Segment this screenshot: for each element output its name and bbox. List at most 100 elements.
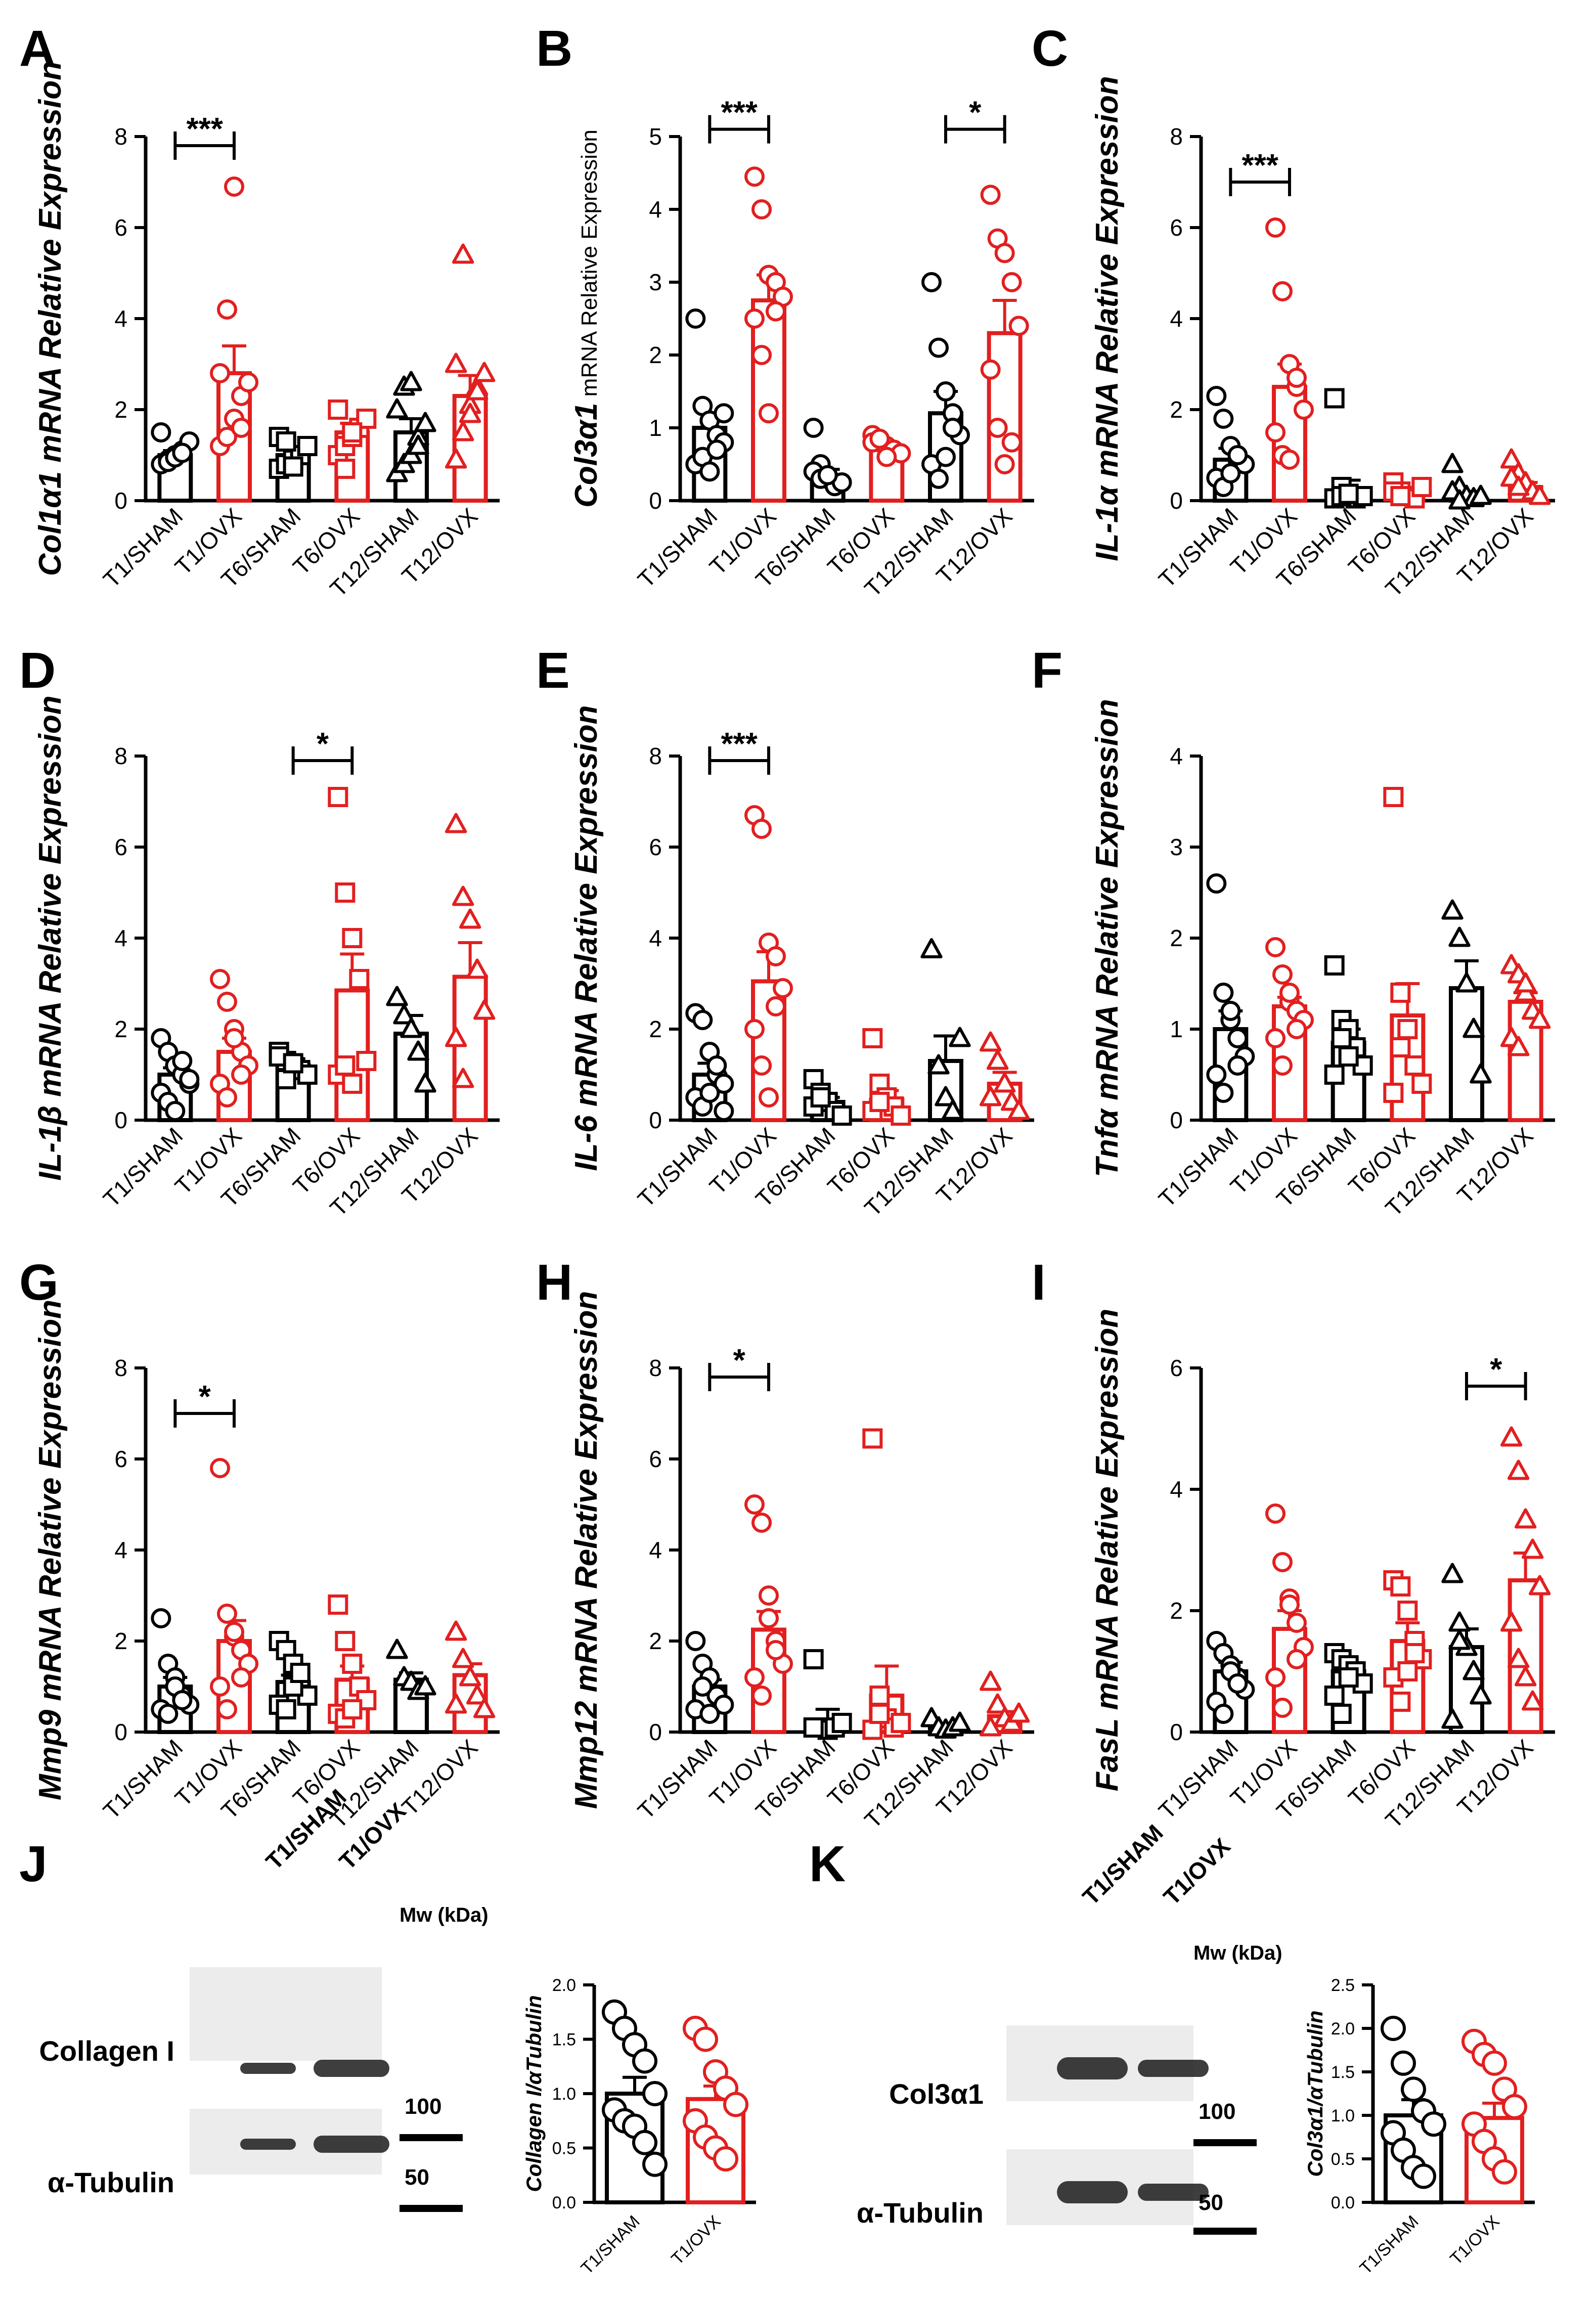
data-point-circle (151, 422, 171, 442)
data-point-circle (714, 403, 734, 424)
data-point-triangle (466, 380, 489, 401)
significance-label: * (969, 96, 982, 130)
data-point-square (297, 436, 318, 456)
blot-lane-label: T1/OVX (1158, 1833, 1235, 1910)
data-point-circle (876, 447, 897, 467)
chart-panel-i: I 0 2 4 6 FasL mRNA Relative Expression T1/SHA… (1032, 1254, 1555, 1833)
data-point-circle (714, 1074, 734, 1094)
data-point-triangle (414, 1675, 436, 1696)
data-point-circle (1401, 2076, 1426, 2102)
data-point-circle (217, 1087, 237, 1107)
data-point-square (356, 1051, 377, 1071)
data-point-circle (766, 996, 786, 1016)
data-point-triangle (473, 362, 496, 382)
data-point-square (1331, 1704, 1352, 1724)
data-point-circle (1381, 2016, 1406, 2041)
y-axis-label-italic: Col3α1/αTubulin (1303, 2011, 1327, 2177)
significance-label: * (1490, 1352, 1502, 1387)
data-point-circle (766, 301, 786, 322)
data-point-square (1404, 1643, 1425, 1663)
mw-marker-label: 100 (405, 2094, 441, 2119)
data-point-circle (224, 1028, 244, 1048)
data-point-square (1331, 1028, 1352, 1048)
significance-label: *** (1242, 148, 1278, 183)
y-tick-label: 0 (114, 1719, 127, 1745)
data-point-circle (699, 461, 720, 482)
chart-panel-g: G 0 2 4 6 8 Mmp9 mRNA Relative Expression T1/SH… (19, 1254, 500, 1833)
y-tick-label: 5 (649, 123, 662, 150)
x-tick-label: T1/SHAM (98, 1734, 188, 1824)
mw-marker-label: 50 (405, 2165, 429, 2190)
panel-label: F (1032, 642, 1062, 699)
data-point-square (290, 1663, 311, 1683)
mw-marker-line (400, 2134, 463, 2141)
data-point-triangle (445, 1620, 467, 1641)
significance-label: * (317, 727, 329, 762)
x-tick-label: T1/SHAM (98, 1122, 188, 1212)
data-point-circle (1265, 937, 1285, 957)
data-point-triangle (1462, 1017, 1485, 1038)
data-point-square (342, 1654, 363, 1674)
data-point-circle (632, 2048, 657, 2074)
mw-marker-label: 100 (1199, 2099, 1235, 2124)
blot-row-label: Collagen I (39, 2035, 174, 2067)
data-point-triangle (979, 1670, 1002, 1691)
y-tick-label: 1 (1170, 1016, 1183, 1042)
y-tick-label: 3 (649, 269, 662, 295)
data-point-triangle (1521, 1690, 1544, 1711)
y-tick-label: 8 (114, 123, 127, 150)
data-point-circle (1272, 1698, 1293, 1718)
blot-band (1138, 2184, 1209, 2201)
data-point-square (1324, 388, 1345, 409)
data-point-square (276, 431, 296, 452)
panel-label: E (536, 642, 570, 699)
y-axis-label-italic: Mmp12 mRNA Relative Expression (569, 1291, 604, 1809)
data-point-circle (1391, 2050, 1416, 2076)
y-tick-label: 2 (649, 342, 662, 368)
x-tick-label: T1/SHAM (1356, 2212, 1423, 2278)
data-point-circle (723, 2092, 748, 2117)
data-point-circle (921, 272, 942, 292)
data-point-square (283, 456, 303, 477)
data-point-circle (179, 1069, 200, 1089)
data-point-circle (1220, 1001, 1241, 1021)
y-tick-label: 8 (114, 1355, 127, 1381)
data-point-triangle (393, 1004, 415, 1025)
data-point-triangle (1448, 1629, 1471, 1650)
data-point-triangle (1448, 926, 1471, 947)
data-point-square (869, 1704, 890, 1724)
data-point-triangle (452, 243, 474, 264)
bar-t12-sham (1449, 986, 1484, 1122)
y-axis-label: IL-1α mRNA Relative Expression (1090, 76, 1125, 561)
data-point-triangle (1500, 1426, 1523, 1447)
data-point-circle (1287, 368, 1307, 388)
data-point-triangle (414, 1072, 436, 1093)
data-point-triangle (979, 1716, 1002, 1737)
data-point-circle (1287, 1019, 1307, 1039)
data-point-square (328, 1594, 348, 1615)
data-point-circle (1272, 964, 1293, 985)
data-point-circle (803, 418, 824, 438)
data-point-circle (751, 1686, 772, 1706)
data-point-triangle (445, 352, 467, 373)
y-tick-label: 1.5 (552, 2030, 576, 2049)
data-point-square (869, 1092, 890, 1112)
y-tick-label: 1.0 (1331, 2106, 1355, 2125)
blot-band (240, 2063, 296, 2074)
data-point-square (1324, 1686, 1345, 1706)
y-axis-label-italic: Mmp9 mRNA Relative Expression (33, 1300, 68, 1800)
data-point-triangle (949, 1027, 971, 1047)
data-point-circle (751, 1055, 772, 1076)
data-point-square (1324, 955, 1345, 976)
data-point-square (1397, 1661, 1418, 1681)
x-tick-label: T1/SHAM (633, 503, 723, 593)
data-point-triangle (1521, 1538, 1544, 1559)
x-tick-label: T1/OVX (668, 2212, 724, 2269)
data-point-circle (1213, 409, 1234, 429)
data-point-triangle (459, 403, 481, 423)
chart-panel-h: H 0 2 4 6 8 Mmp12 mRNA Relative Expression T1/S… (536, 1254, 1034, 1833)
data-point-triangle (445, 813, 467, 833)
data-point-circle (642, 2151, 668, 2177)
data-point-circle (1001, 272, 1022, 292)
data-point-triangle (1470, 1684, 1492, 1705)
